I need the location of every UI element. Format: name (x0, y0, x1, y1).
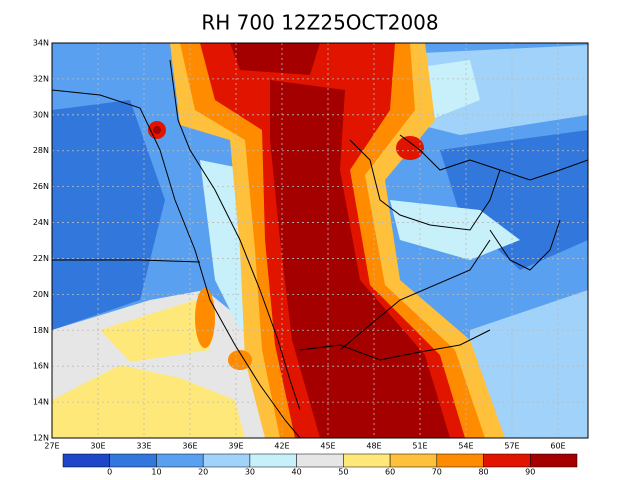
map-title: RH 700 12Z25OCT2008 (201, 11, 438, 35)
lon-label: 48E (366, 442, 381, 451)
field-region (396, 136, 424, 160)
colorbar-box (62, 453, 110, 468)
graticule (52, 43, 588, 438)
field-region (390, 200, 520, 260)
coastlines (52, 59, 588, 438)
colorbar-label: 80 (478, 468, 488, 477)
coastline (499, 159, 588, 181)
coastline (169, 59, 301, 411)
field-region (195, 288, 215, 348)
lat-label: 16N (33, 362, 49, 371)
colorbar-box (343, 453, 391, 468)
lat-label: 22N (33, 254, 49, 263)
field-region (440, 130, 588, 270)
lat-label: 20N (33, 290, 49, 299)
lon-label: 27E (44, 442, 59, 451)
field-region (228, 350, 252, 370)
lat-label: 14N (33, 398, 49, 407)
colorbar-label: 70 (432, 468, 442, 477)
coastline (299, 329, 491, 361)
border (52, 259, 201, 263)
lon-label: 39E (228, 442, 243, 451)
lat-label: 28N (33, 146, 49, 155)
colorbar-label: 0 (107, 468, 112, 477)
lon-label: 30E (90, 442, 105, 451)
lat-label: 18N (33, 326, 49, 335)
colorbar-box (436, 453, 484, 468)
colorbar-box (109, 453, 157, 468)
field-region (52, 365, 245, 438)
coastline (52, 89, 301, 438)
colorbar-box (156, 453, 204, 468)
colorbar-label: 30 (245, 468, 255, 477)
field-region (230, 43, 320, 75)
border (339, 239, 491, 351)
field-region (153, 126, 161, 134)
lon-label: 42E (274, 442, 289, 451)
colorbar-box (202, 453, 251, 468)
field-region (470, 290, 588, 438)
colorbar-box (249, 453, 297, 468)
colorbar-box (296, 453, 344, 468)
field-region (100, 300, 210, 362)
lat-label: 30N (33, 110, 49, 119)
colorbar-label: 90 (525, 468, 535, 477)
lon-label: 33E (136, 442, 151, 451)
rh-field (52, 43, 588, 438)
lon-label: 51E (412, 442, 427, 451)
lat-label: 12N (33, 434, 49, 443)
lon-label: 54E (458, 442, 473, 451)
lon-label: 45E (320, 442, 335, 451)
lat-label: 26N (33, 182, 49, 191)
colorbar-box (389, 453, 438, 468)
colorbar-label: 20 (198, 468, 208, 477)
lat-label: 34N (33, 39, 49, 48)
lat-label: 32N (33, 74, 49, 83)
colorbar-label: 60 (385, 468, 395, 477)
plot-frame (51, 42, 589, 439)
lat-label: 24N (33, 218, 49, 227)
field-region (52, 100, 165, 330)
colorbar-box (483, 453, 531, 468)
colorbar-box (530, 453, 578, 468)
colorbar-label: 10 (151, 468, 161, 477)
colorbar: 0 10 20 30 40 50 60 70 80 90 (62, 453, 578, 477)
lon-label: 60E (550, 442, 565, 451)
colorbar-label: 50 (338, 468, 348, 477)
coastline (489, 219, 561, 271)
coastline (349, 134, 501, 231)
lon-label: 36E (182, 442, 197, 451)
lon-label: 57E (504, 442, 519, 451)
colorbar-label: 40 (292, 468, 302, 477)
